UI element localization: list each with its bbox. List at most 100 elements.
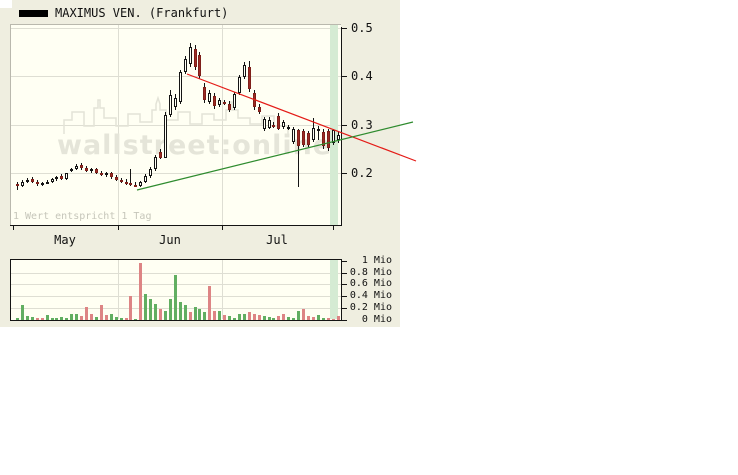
corner-notch [0,0,12,8]
candle-body [169,95,172,115]
x-axis-tick [13,226,14,230]
candle-wick [135,182,136,187]
volume-bar [179,302,182,320]
volume-bar [110,314,113,320]
volume-bar [223,315,226,320]
volume-bar [233,318,236,320]
candle-body [125,182,128,184]
volume-bar [70,314,73,320]
volume-bar [337,316,340,320]
candle-body [60,176,63,179]
volume-bar [46,315,49,320]
candle-body [70,169,73,171]
volume-bar [302,309,305,320]
volume-bar [144,294,147,320]
volume-bar [198,309,201,320]
x-axis-label: Jul [266,233,288,247]
volume-axis-label: 1 Mio [361,255,392,266]
candle-body [41,183,44,185]
y-axis-tick [342,28,347,29]
candle-wick [17,182,18,190]
volume-bar [258,315,261,320]
volume-bar [169,299,172,320]
x-axis-label: May [54,233,76,247]
volume-bar [100,305,103,320]
x-axis-tick [118,226,119,230]
candle-body [110,173,113,177]
volume-bar [317,315,320,320]
volume-bar [263,316,266,320]
volume-bar [80,316,83,320]
candle-body [115,177,118,180]
candle-body [26,180,29,182]
volume-bar [228,316,231,320]
candle-body [174,98,177,107]
candle-body [179,72,182,102]
volume-bar [51,318,54,320]
volume-bar [253,314,256,320]
volume-bar [332,319,335,320]
candle-body [31,179,34,182]
volume-bar [297,311,300,320]
h-gridline [11,28,341,29]
y-axis-tick [342,76,347,77]
y-axis-tick [342,173,347,174]
volume-bar [21,305,24,320]
volume-bar [243,314,246,320]
candle-body [55,177,58,179]
volume-bar [203,312,206,320]
volume-axis-tick [342,273,347,274]
v-gridline [118,25,119,225]
volume-bar [194,307,197,320]
volume-bar [159,309,162,320]
volume-axis-label: 0.2 Mio [349,302,392,313]
v-gridline [222,260,223,319]
volume-bar [129,296,132,320]
y-axis-label: 0.2 [351,166,373,180]
candle-body [21,182,24,186]
candle-body [194,49,197,67]
candle-body [189,47,192,64]
candle-body [16,184,19,186]
candle-body [100,173,103,175]
h-gridline [11,76,341,77]
volume-bar [36,318,39,320]
unit-footnote: 1 Wert entspricht 1 Tag [13,211,152,222]
volume-bar [149,299,152,320]
candle-body [105,173,108,175]
volume-plot-border [10,259,342,321]
candle-body [90,169,93,171]
volume-axis-tick [342,320,347,321]
v-gridline [118,260,119,319]
y-axis-label: 0.4 [351,69,373,83]
volume-bar [208,286,211,320]
volume-bar [292,318,295,320]
volume-bar [85,307,88,320]
candle-body [36,182,39,184]
volume-bar [272,318,275,320]
h-gridline [11,273,341,274]
volume-bar [282,314,285,320]
volume-axis-label: 0 Mio [361,314,392,325]
volume-axis-tick [342,261,347,262]
volume-bar [268,317,271,320]
volume-bar [125,318,128,320]
volume-bar [238,314,241,320]
volume-bar [174,275,177,320]
candle-body [120,180,123,182]
volume-bar [287,317,290,320]
volume-axis-tick [342,284,347,285]
current-day-band [329,260,338,319]
volume-bar [31,317,34,320]
volume-bar [120,318,123,320]
volume-bar [218,311,221,320]
candle-body [184,59,187,72]
volume-axis-label: 0.6 Mio [349,278,392,289]
volume-bar [95,317,98,320]
volume-bar [312,317,315,320]
volume-bar [105,315,108,320]
volume-bar [55,318,58,320]
volume-bar [65,318,68,320]
volume-bar [115,317,118,320]
